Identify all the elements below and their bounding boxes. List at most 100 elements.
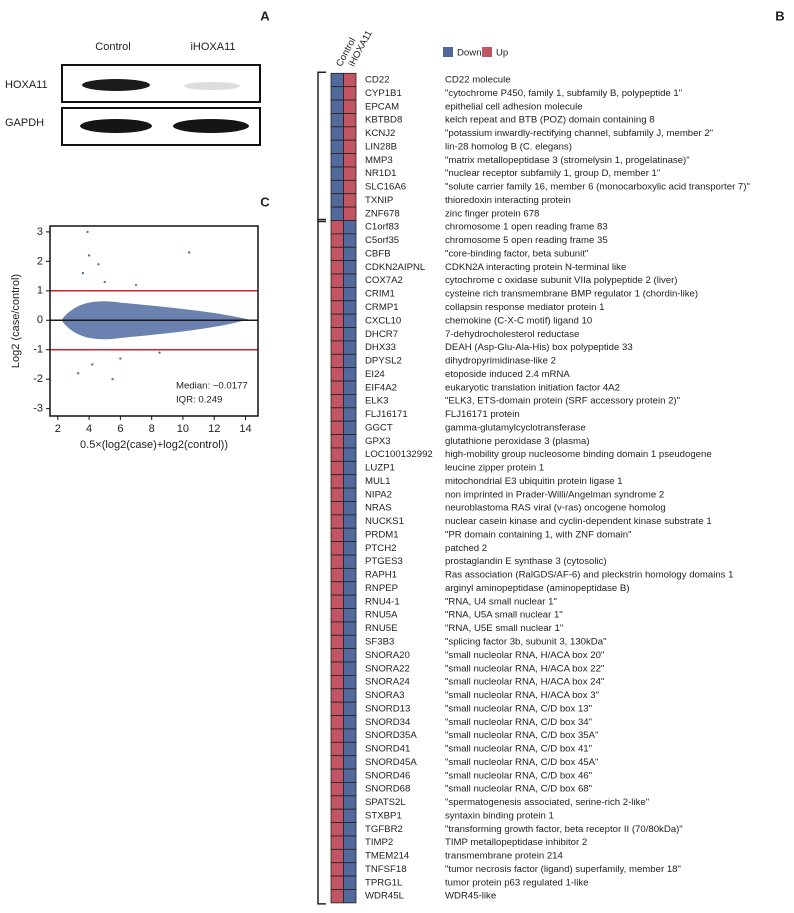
gene-description: Ras association (RalGDS/AF-6) and plecks…: [445, 570, 733, 581]
heatmap-cell: [343, 380, 357, 395]
gene-description: arginyl aminopeptidase (aminopeptidase B…: [445, 583, 630, 594]
heatmap-cell: [343, 139, 357, 154]
blot-band: [82, 79, 150, 91]
gene-description: neuroblastoma RAS viral (v-ras) oncogene…: [445, 503, 666, 514]
gene-name: TMEM214: [365, 851, 410, 862]
gene-description: chromosome 5 open reading frame 35: [445, 235, 608, 246]
point-cloud: [111, 377, 114, 381]
annotation: IQR: 0.249: [176, 395, 222, 406]
heatmap-cell: [330, 581, 344, 596]
x-tick-label: 8: [149, 423, 155, 435]
gene-name: PRDM1: [365, 529, 399, 540]
heatmap-cell: [330, 99, 344, 114]
heatmap-cell: [330, 206, 344, 221]
gene-description: "small nucleolar RNA, C/D box 41": [445, 744, 592, 755]
gene-description: "RNA, U5A small nuclear 1": [445, 610, 563, 621]
heatmap-cell: [343, 394, 357, 409]
plot-frame: [49, 225, 259, 417]
point-cloud: [134, 283, 138, 287]
heatmap-cell: [330, 728, 344, 743]
heatmap-cell: [343, 621, 357, 636]
legend-label: Up: [496, 48, 508, 59]
gene-name: RAPH1: [365, 570, 397, 581]
gene-name: WDR45L: [365, 891, 405, 902]
gene-name: RNU5E: [365, 623, 398, 634]
y-tick-label: -1: [33, 344, 43, 356]
gene-description: non imprinted in Prader-Willi/Angelman s…: [445, 489, 664, 500]
heatmap-cell: [343, 835, 357, 850]
heatmap-cell: [330, 541, 344, 556]
heatmap-cell: [330, 220, 344, 235]
heatmap-cell: [343, 795, 357, 810]
gene-name: KCNJ2: [365, 128, 395, 139]
heatmap-cell: [330, 113, 344, 128]
heatmap-cell: [330, 260, 344, 275]
heatmap-cell: [343, 179, 357, 195]
heatmap-cell: [343, 327, 357, 342]
gene-description: mitochondrial E3 ubiquitin protein ligas…: [445, 476, 623, 487]
heatmap-cell: [330, 648, 344, 663]
heatmap-cell: [330, 889, 344, 904]
heatmap-cell: [343, 286, 357, 302]
gene-description: "ELK3, ETS-domain protein (SRF accessory…: [445, 396, 680, 407]
point-cloud: [158, 351, 161, 354]
gene-name: GPX3: [365, 436, 391, 447]
y-tick-label: -3: [33, 403, 43, 415]
heatmap-cell: [330, 715, 344, 730]
gene-description: "RNA, U4 small nuclear 1": [445, 596, 557, 607]
point-cloud: [81, 271, 85, 275]
gene-description: patched 2: [445, 543, 487, 554]
gene-description: "small nucleolar RNA, H/ACA box 22": [445, 663, 604, 674]
heatmap-cell: [330, 501, 344, 516]
gene-description: "small nucleolar RNA, C/D box 68": [445, 784, 592, 795]
heatmap-cell: [343, 353, 357, 369]
x-axis-title: 0.5×(log2(case)+log2(control)): [80, 439, 228, 451]
gene-description: FLJ16171 protein: [445, 409, 520, 420]
heatmap-cell: [330, 447, 344, 462]
heatmap-cell: [330, 675, 344, 690]
heatmap-cell: [343, 153, 357, 168]
gene-description: dihydropyrimidinase-like 2: [445, 356, 556, 367]
heatmap-cell: [343, 728, 357, 743]
heatmap-cell: [330, 300, 344, 315]
legend-label: Down: [457, 48, 482, 59]
gene-name: RNU4-1: [365, 596, 400, 607]
heatmap-cell: [343, 487, 357, 502]
gene-description: CD22 molecule: [445, 75, 511, 86]
gene-description: syntaxin binding protein 1: [445, 810, 554, 821]
gene-name: SNORD68: [365, 784, 410, 795]
gene-description: "tumor necrosis factor (ligand) superfam…: [445, 864, 681, 875]
heatmap-cell: [330, 755, 344, 770]
gene-name: DPYSL2: [365, 356, 402, 367]
heatmap-cell: [330, 313, 344, 328]
heatmap-cell: [343, 166, 357, 181]
blot-row: HOXA11: [5, 79, 48, 91]
heatmap-cell: [330, 822, 344, 837]
gene-name: SNORD46: [365, 770, 410, 781]
y-axis-title: Log2 (case/control): [10, 274, 22, 368]
gene-name: PTGES3: [365, 556, 403, 567]
gene-name: LOC100132992: [365, 449, 433, 460]
heatmap-cell: [330, 862, 344, 877]
gene-name: MUL1: [365, 476, 391, 487]
heatmap-cell: [330, 327, 344, 342]
gene-description: lin-28 homolog B (C. elegans): [445, 141, 572, 152]
heatmap-cell: [343, 300, 357, 315]
gene-name: SNORD34: [365, 717, 411, 728]
heatmap-cell: [343, 340, 357, 355]
gene-description: thioredoxin interacting protein: [445, 195, 571, 206]
heatmap-cell: [343, 367, 357, 382]
gene-name: MMP3: [365, 155, 393, 166]
heatmap-cell: [330, 166, 344, 181]
point-cloud: [86, 230, 89, 234]
gene-name: NRAS: [365, 503, 392, 514]
gene-name: EI24: [365, 369, 385, 380]
heatmap-cell: [330, 367, 344, 382]
heatmap-cell: [330, 594, 344, 609]
heatmap-cell: [343, 661, 357, 676]
heatmap-cell: [343, 889, 357, 904]
blot-row: GAPDH: [5, 117, 44, 129]
heatmap-cell: [330, 153, 344, 168]
gene-name: DHCR7: [365, 329, 398, 340]
gene-description: kelch repeat and BTB (POZ) domain contai…: [445, 115, 655, 126]
